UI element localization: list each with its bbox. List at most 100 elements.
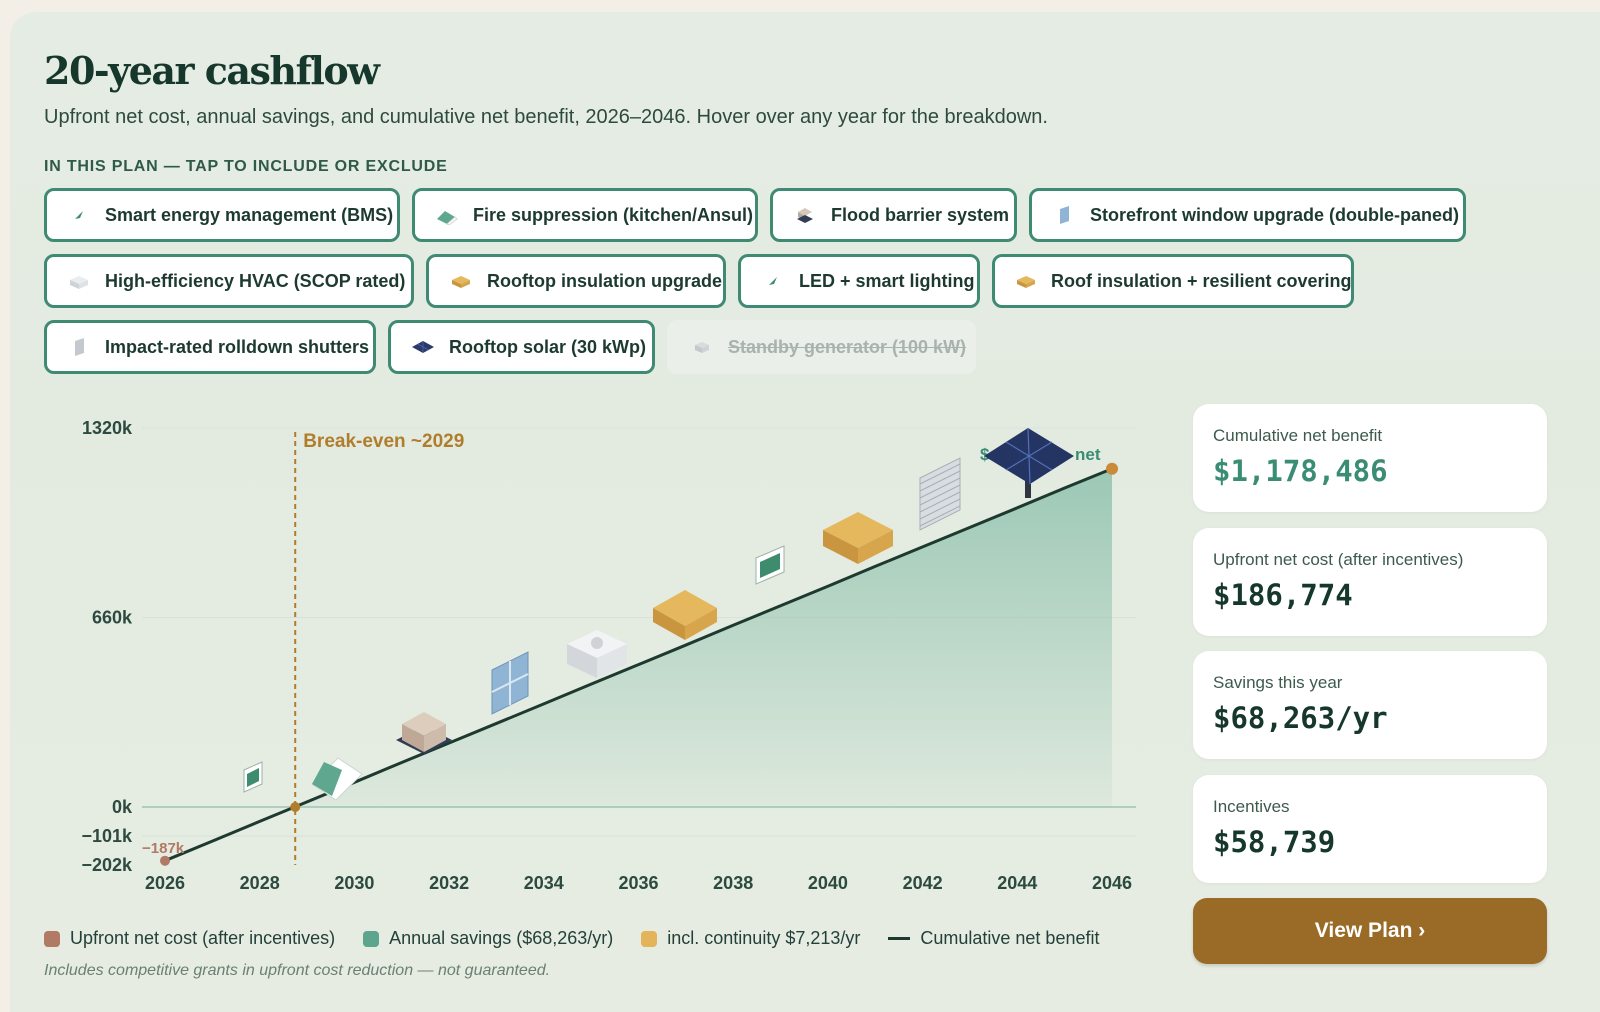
footnote: Includes competitive grants in upfront c…: [44, 962, 551, 979]
legend-swatch-savings: [363, 930, 380, 947]
chip-fire-suppression[interactable]: Fire suppression (kitchen/Ansul): [412, 188, 758, 242]
start-point: [160, 855, 170, 866]
x-tick-label: 2036: [618, 873, 658, 893]
legend-savings: Annual savings ($68,263/yr): [363, 928, 613, 949]
window-transom: [491, 673, 529, 693]
shutter-slat: [919, 505, 961, 527]
stat-upfront-net-cost: Upfront net cost (after incentives) $186…: [1193, 528, 1547, 636]
hvac-icon: [67, 269, 91, 293]
hvac-right: [597, 644, 627, 678]
insulation-3d-icon: [653, 590, 717, 640]
led-panel-icon: [243, 761, 263, 793]
roof-left: [823, 530, 858, 564]
chip-smart-energy-management[interactable]: Smart energy management (BMS): [44, 188, 400, 242]
start-value-label: −187k: [142, 840, 185, 857]
shutter-slat: [919, 498, 961, 520]
chip-rooftop-insulation[interactable]: Rooftop insulation upgrade: [426, 254, 726, 308]
chip-storefront-window[interactable]: Storefront window upgrade (double-paned): [1029, 188, 1466, 242]
chip-rooftop-solar[interactable]: Rooftop solar (30 kWp): [388, 320, 655, 374]
chip-flood-barrier[interactable]: Flood barrier system: [770, 188, 1017, 242]
led-panel-3d-icon: [755, 545, 785, 585]
shutter-slat: [919, 470, 961, 492]
generator-icon: [690, 335, 714, 359]
x-tick-label: 2042: [903, 873, 943, 893]
leaf-icon: [67, 203, 91, 227]
insulation-icon: [449, 269, 473, 293]
incentives-value: $58,739: [1213, 825, 1336, 859]
barrier-right: [424, 724, 446, 752]
y-tick-label: 0k: [112, 797, 133, 817]
roof-icon: [1015, 269, 1037, 293]
x-tick-label: 2026: [145, 873, 185, 893]
legend-upfront: Upfront net cost (after incentives): [44, 928, 335, 949]
solar-panel-3d-icon: [984, 427, 1074, 498]
cumulative-line: [164, 467, 1113, 863]
x-tick-label: 2030: [334, 873, 374, 893]
view-plan-button[interactable]: View Plan ›: [1193, 898, 1547, 964]
y-tick-label: −101k: [81, 826, 133, 846]
shutter-slat: [919, 477, 961, 499]
stat-incentives: Incentives $58,739: [1193, 775, 1547, 883]
x-tick-label: 2038: [713, 873, 753, 893]
flood-barrier-3d-icon: [396, 712, 452, 754]
insulation-right: [685, 608, 717, 640]
panel-face: [760, 553, 780, 578]
chip-rolldown-shutters[interactable]: Impact-rated rolldown shutters: [44, 320, 376, 374]
panel-face: [247, 768, 259, 787]
solar-post: [1025, 468, 1031, 498]
plan-section-label: IN THIS PLAN — TAP TO INCLUDE OR EXCLUDE: [44, 158, 448, 175]
shutter-slat: [919, 491, 961, 513]
shutter-face: [919, 457, 961, 531]
x-tick-label: 2040: [808, 873, 848, 893]
breakeven-label: Break-even ~2029: [303, 431, 464, 452]
legend-swatch-continuity: [641, 930, 658, 947]
legend-cumulative: Cumulative net benefit: [888, 928, 1099, 949]
cashflow-chart[interactable]: −202k −101k 0k 660k 1320k 2026 2028 2030 2032 203…: [0, 400, 1180, 910]
legend-swatch-upfront: [44, 930, 60, 947]
window-3d-icon: [491, 651, 529, 715]
roof-covering-3d-icon: [823, 512, 893, 564]
chip-standby-generator[interactable]: Standby generator (100 kW): [667, 320, 976, 374]
x-tick-label: 2028: [240, 873, 280, 893]
page-title: 20-year cashflow: [44, 48, 380, 93]
flood-barrier-icon: [793, 203, 817, 227]
upfront-net-cost-value: $186,774: [1213, 578, 1353, 612]
chip-led-lighting[interactable]: LED + smart lighting: [738, 254, 980, 308]
end-label-suffix: net: [1075, 445, 1101, 464]
end-point: [1106, 462, 1118, 475]
shutter-3d-icon: [919, 457, 961, 531]
savings-this-year-value: $68,263/yr: [1213, 701, 1388, 735]
page-subtitle: Upfront net cost, annual savings, and cu…: [44, 106, 1048, 128]
leaf-icon: [761, 269, 785, 293]
legend-line-cumulative: [888, 937, 911, 940]
y-tick-label: 660k: [92, 608, 133, 628]
solar-grid: [1027, 427, 1031, 485]
chip-roof-insulation-covering[interactable]: Roof insulation + resilient covering: [992, 254, 1354, 308]
stat-cumulative-net-benefit: Cumulative net benefit $1,178,486: [1193, 404, 1547, 512]
x-tick-label: 2032: [429, 873, 469, 893]
y-tick-label: −202k: [81, 855, 133, 875]
x-tick-label: 2046: [1092, 873, 1132, 893]
end-label-prefix: $: [980, 445, 990, 464]
x-tick-label: 2034: [524, 873, 564, 893]
barrier-left: [402, 724, 424, 752]
breakeven-point: [290, 802, 301, 813]
legend-continuity: incl. continuity $7,213/yr: [641, 928, 860, 949]
shutter-slat: [919, 463, 961, 485]
x-tick-label: 2044: [997, 873, 1037, 893]
chart-legend: Upfront net cost (after incentives) Annu…: [44, 928, 1127, 949]
y-tick-label: 1320k: [82, 418, 133, 438]
chip-hvac[interactable]: High-efficiency HVAC (SCOP rated): [44, 254, 414, 308]
shutter-slat: [919, 484, 961, 506]
window-icon: [1052, 203, 1076, 227]
shutter-icon: [67, 335, 91, 359]
cumulative-net-benefit-value: $1,178,486: [1213, 454, 1388, 488]
stat-savings-this-year: Savings this year $68,263/yr: [1193, 651, 1547, 759]
roof-right: [858, 530, 893, 564]
fire-suppression-3d-icon: [311, 757, 363, 801]
fire-suppression-icon: [435, 203, 459, 227]
insulation-left: [653, 608, 685, 640]
hvac-left: [567, 644, 597, 678]
hvac-fan: [591, 637, 603, 649]
tent-face: [312, 762, 342, 796]
